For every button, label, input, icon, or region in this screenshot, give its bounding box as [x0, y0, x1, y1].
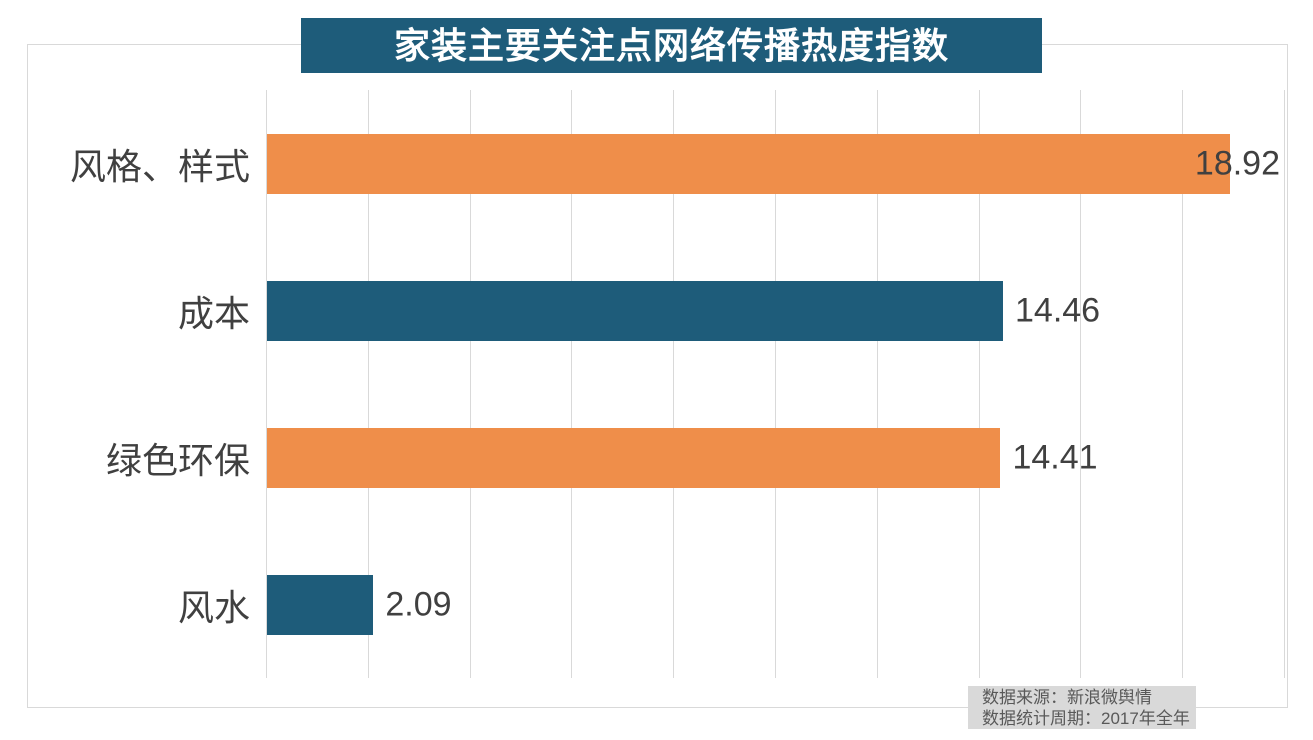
value-label: 14.41 [1012, 438, 1098, 476]
source-note-box: 数据来源：新浪微舆情 数据统计周期：2017年全年 [968, 686, 1196, 729]
chart-title: 家装主要关注点网络传播热度指数 [301, 18, 1042, 73]
gridline-x-4 [469, 90, 471, 678]
gridline-x-10 [775, 90, 776, 678]
bar [267, 133, 1231, 194]
bar-track: 2.09 [266, 531, 1284, 678]
gridline-x-6 [571, 90, 573, 678]
bar-track: 18.92 [266, 90, 1284, 237]
gridline-x-16 [1080, 90, 1082, 678]
bar-row: 成本 14.46 [0, 237, 1313, 384]
gridline-x-8 [673, 90, 675, 678]
gridline-x-18 [1182, 90, 1184, 678]
gridline-x-2 [367, 90, 369, 678]
gridline-x-0 [266, 90, 267, 678]
category-label: 绿色环保 [105, 439, 250, 481]
gridline-x-12 [876, 90, 878, 678]
bar-track: 14.46 [266, 237, 1284, 384]
source-line-2: 数据统计周期：2017年全年 [982, 709, 1190, 728]
category-label: 成本 [177, 292, 250, 334]
value-label: 14.46 [1015, 291, 1101, 329]
bar-row: 绿色环保 14.41 [0, 384, 1313, 531]
gridline-x-14 [978, 90, 980, 678]
gridline-x-20 [1284, 90, 1285, 678]
plot-area [266, 90, 1285, 678]
bar [267, 280, 1003, 341]
category-label: 风水 [177, 586, 250, 628]
bar [267, 574, 374, 635]
value-label: 2.09 [385, 585, 452, 623]
bar-row: 风格、样式 18.92 [0, 90, 1313, 237]
category-label: 风格、样式 [69, 145, 250, 187]
bar-track: 14.41 [266, 384, 1284, 531]
bar-row: 风水 2.09 [0, 531, 1313, 678]
value-label: 18.92 [1194, 144, 1280, 182]
source-line-1: 数据来源：新浪微舆情 [982, 688, 1152, 707]
bar [267, 427, 1001, 488]
